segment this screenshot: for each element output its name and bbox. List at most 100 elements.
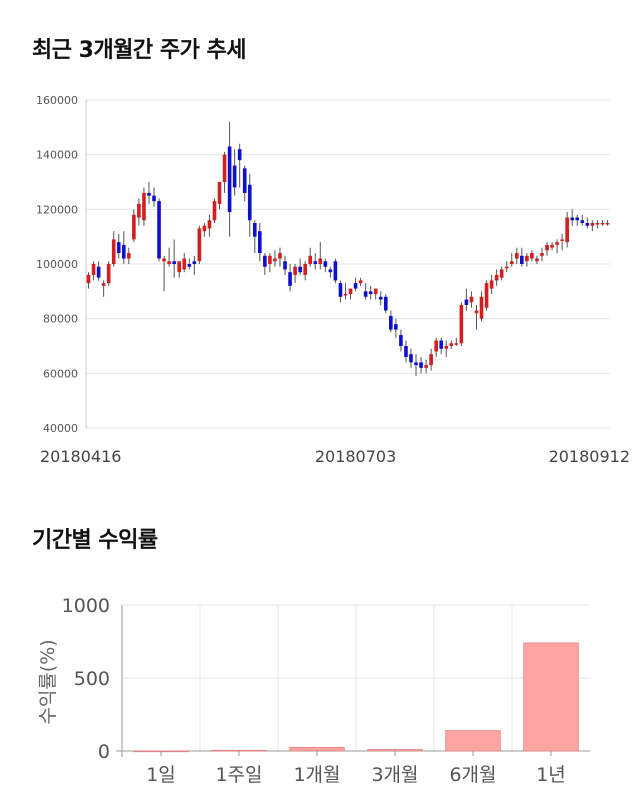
price-candle-body	[373, 288, 378, 295]
price-candle-body	[172, 261, 176, 264]
price-candle	[303, 261, 307, 281]
price-candle	[419, 356, 423, 374]
price-candle-body	[394, 324, 398, 330]
price-candle	[590, 220, 595, 232]
price-candle-body	[127, 253, 131, 259]
price-candle-body	[429, 354, 433, 366]
price-candle-body	[192, 261, 197, 264]
price-candle	[525, 253, 529, 267]
price-candle	[237, 143, 242, 188]
price-candle	[434, 337, 438, 357]
price-candle-body	[404, 346, 408, 357]
price-candle	[469, 291, 474, 308]
returns-bar	[523, 642, 579, 752]
price-candle-body	[207, 220, 212, 229]
price-candle-body	[91, 264, 96, 275]
price-candle	[308, 247, 313, 267]
price-candle-body	[142, 192, 146, 221]
price-candle	[232, 149, 237, 196]
returns-y-tick-label: 500	[74, 668, 110, 690]
price-candle-body	[152, 195, 156, 202]
price-candle	[132, 209, 136, 243]
price-candle	[293, 264, 297, 284]
price-candle-body	[509, 261, 514, 264]
returns-x-tick-label: 1년	[536, 764, 566, 786]
price-candle-body	[323, 261, 328, 267]
price-candle	[283, 255, 287, 275]
price-candle-body	[283, 261, 287, 270]
returns-y-ticks: 0 500 1000	[62, 595, 110, 763]
price-candle-body	[227, 146, 232, 213]
price-candle	[530, 250, 534, 262]
price-candle-body	[368, 291, 373, 295]
price-candle-body	[222, 154, 227, 182]
price-candle-body	[434, 340, 438, 352]
price-candle-body	[268, 255, 272, 264]
price-candle	[439, 337, 444, 355]
price-candle	[177, 261, 182, 278]
price-candle	[343, 283, 348, 300]
price-candle	[509, 253, 514, 267]
price-candle	[464, 288, 469, 311]
price-candle	[585, 217, 590, 229]
price-candle	[429, 348, 433, 371]
price-candle	[489, 274, 494, 295]
price-candle-body	[182, 258, 187, 270]
price-candle-body	[177, 261, 182, 273]
price-candle-body	[328, 269, 333, 273]
price-candle	[298, 258, 302, 275]
price-candle-body	[258, 231, 262, 254]
price-candle-body	[535, 258, 539, 262]
price-candle-body	[242, 168, 247, 193]
price-candle-body	[525, 255, 529, 262]
price-candle-body	[474, 310, 479, 314]
price-candle-body	[580, 220, 585, 223]
price-candle-body	[343, 294, 348, 296]
price-candle-body	[504, 266, 509, 269]
price-candle-body	[101, 283, 106, 286]
price-candle	[313, 253, 318, 270]
price-candle-body	[132, 214, 136, 240]
price-candle-body	[449, 343, 454, 346]
price-candle	[147, 182, 151, 204]
price-candle	[116, 233, 121, 259]
price-candle-body	[247, 184, 252, 221]
price-candle-body	[605, 223, 610, 225]
price-candle	[127, 247, 131, 264]
price-candle-body	[439, 340, 444, 349]
price-candle	[192, 255, 197, 275]
price-candle-body	[333, 261, 338, 281]
returns-bars	[133, 642, 579, 753]
returns-x-tick-label: 1개월	[293, 764, 340, 786]
price-candle	[373, 288, 378, 300]
price-candle	[444, 340, 449, 357]
price-candle-body	[86, 274, 91, 284]
price-candle	[520, 247, 524, 267]
price-candle-body	[187, 264, 192, 267]
price-candle	[333, 258, 338, 284]
price-candle	[570, 209, 575, 226]
returns-grid	[116, 604, 590, 757]
returns-x-ticks: 1일 1주일 1개월 3개월 6개월 1년	[146, 751, 566, 786]
price-candle	[106, 261, 111, 286]
price-candle	[595, 220, 600, 229]
returns-bar	[211, 749, 267, 752]
price-candle	[353, 277, 358, 292]
price-candle-body	[313, 261, 318, 264]
price-candle	[494, 269, 499, 286]
price-candle	[273, 250, 277, 267]
price-candle	[399, 329, 403, 352]
price-candle	[157, 198, 161, 262]
price-candle-body	[575, 217, 580, 221]
price-candle-body	[530, 253, 534, 259]
price-candle-body	[399, 335, 403, 346]
price-candle	[504, 261, 509, 273]
price-candle	[358, 277, 363, 286]
price-candle-body	[137, 203, 141, 218]
price-candle-body	[585, 223, 590, 226]
price-candle	[247, 173, 252, 237]
price-candle-body	[252, 223, 257, 237]
price-candle	[474, 305, 479, 330]
price-candle-body	[111, 239, 116, 264]
price-candle-body	[318, 258, 323, 264]
